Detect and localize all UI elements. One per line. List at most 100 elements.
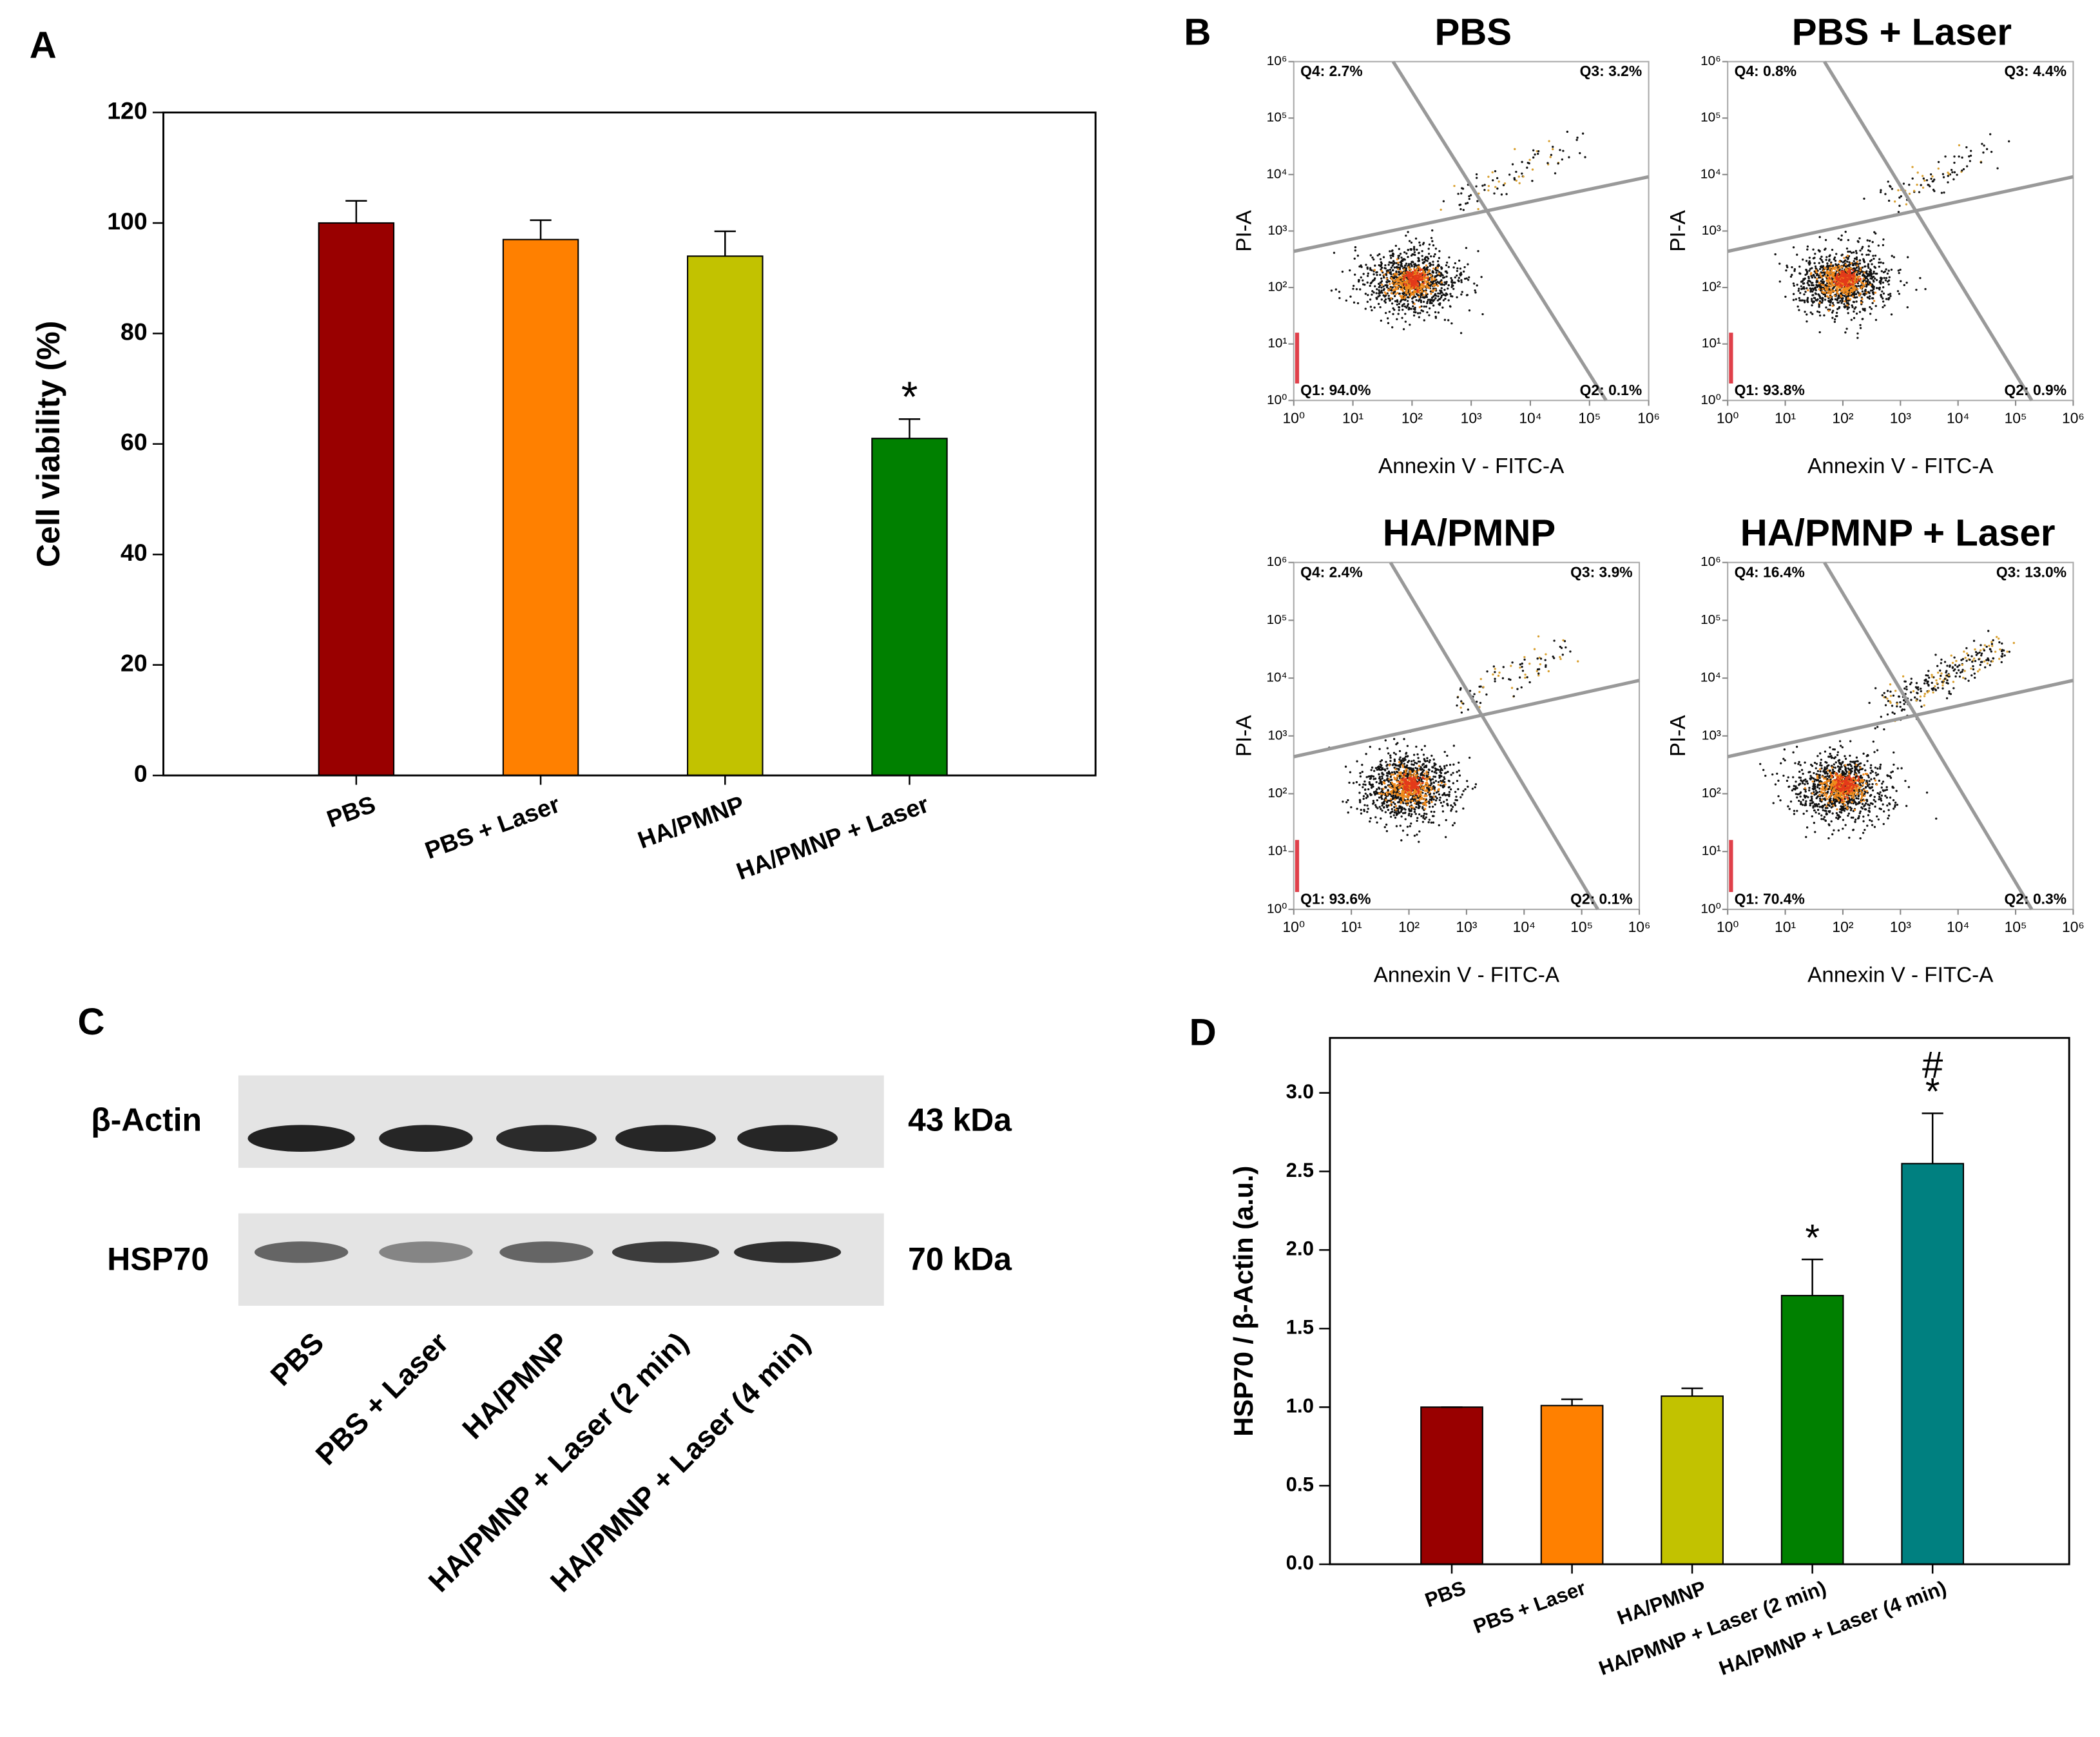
event-dot (1818, 314, 1822, 317)
x-tick-label: 10¹ (1775, 409, 1796, 426)
event-dot (1416, 819, 1418, 822)
event-dot (1406, 300, 1409, 302)
event-dot (1360, 276, 1362, 279)
event-dot (1898, 204, 1901, 208)
event-dot (1391, 764, 1394, 766)
event-dot (1409, 324, 1411, 326)
event-dot (1405, 289, 1408, 292)
event-dot (1431, 279, 1433, 282)
event-dot (1410, 760, 1413, 762)
event-dot (1887, 180, 1889, 183)
event-dot (1871, 820, 1873, 822)
event-dot (1419, 244, 1421, 247)
event-dot (1431, 766, 1434, 768)
event-dot (1425, 766, 1428, 768)
event-dot (1419, 275, 1422, 278)
event-dot (1391, 292, 1393, 295)
event-dot (1862, 277, 1865, 280)
y-tick-label: 60 (120, 429, 148, 456)
event-dot (1387, 264, 1390, 266)
event-dot (1458, 277, 1460, 279)
event-cloud (1774, 133, 2010, 339)
event-dot (1417, 757, 1420, 759)
event-dot (1858, 275, 1861, 278)
event-dot (1450, 804, 1452, 807)
event-dot (1416, 767, 1419, 770)
event-dot (1431, 754, 1433, 757)
event-dot (1330, 289, 1333, 292)
event-dot (1429, 759, 1431, 762)
event-dot (1380, 262, 1383, 265)
event-dot (1476, 200, 1479, 202)
event-dot (1868, 783, 1871, 786)
event-dot (1853, 761, 1855, 763)
event-dot (1456, 779, 1459, 782)
event-dot (1458, 770, 1460, 772)
event-dot (1416, 281, 1418, 284)
event-dot (1799, 291, 1802, 295)
event-dot (1404, 791, 1407, 794)
event-dot (1454, 791, 1457, 793)
event-dot (1854, 286, 1856, 289)
event-dot (1389, 754, 1392, 757)
event-dot (1412, 806, 1414, 809)
event-dot (1816, 755, 1819, 757)
event-dot (1398, 790, 1400, 793)
event-dot (1420, 766, 1422, 769)
event-dot (1334, 288, 1338, 291)
event-dot (1844, 275, 1847, 277)
event-dot (1407, 231, 1409, 233)
event-dot (1827, 804, 1830, 806)
event-dot (1409, 284, 1411, 287)
event-dot (1378, 748, 1381, 750)
event-dot (1855, 258, 1858, 261)
x-tick-label: 10¹ (1341, 918, 1362, 935)
event-dot (1453, 184, 1456, 188)
event-dot (1853, 257, 1856, 260)
event-dot (1847, 298, 1849, 300)
event-dot (1420, 780, 1423, 782)
event-dot (1844, 300, 1846, 303)
event-dot (1829, 263, 1833, 266)
x-axis-label: Annexin V - FITC-A (1378, 454, 1565, 478)
event-dot (1902, 182, 1905, 185)
event-dot (1809, 273, 1812, 276)
bar (687, 255, 764, 777)
event-dot (1836, 287, 1838, 290)
event-dot (1432, 798, 1435, 801)
event-dot (1879, 766, 1882, 768)
event-dot (1793, 269, 1796, 273)
event-dot (1434, 770, 1437, 772)
event-dot (1427, 801, 1431, 803)
event-dot (1380, 266, 1383, 269)
event-dot (1392, 289, 1394, 292)
event-dot (1837, 282, 1840, 284)
event-dot (1843, 264, 1845, 266)
event-dot (1867, 253, 1870, 256)
event-dot (1412, 284, 1414, 287)
event-dot (1838, 770, 1841, 773)
event-dot (1397, 264, 1400, 266)
event-dot (1829, 275, 1831, 278)
event-dot (1377, 767, 1380, 770)
event-dot (1397, 811, 1400, 813)
event-dot (1398, 271, 1400, 274)
plot-title: PBS + Laser (1792, 11, 2012, 53)
event-dot (1842, 297, 1844, 300)
event-dot (1824, 287, 1827, 291)
event-dot (1434, 799, 1438, 802)
event-dot (1416, 783, 1419, 786)
event-dot (1423, 286, 1425, 289)
event-dot (1409, 272, 1412, 275)
event-dot (1426, 784, 1429, 788)
event-dot (1821, 278, 1824, 281)
event-dot (1399, 261, 1402, 264)
event-dot (1415, 745, 1418, 748)
event-dot (1809, 311, 1812, 314)
event-dot (1816, 310, 1819, 313)
event-dot (1394, 280, 1396, 282)
event-dot (1827, 284, 1830, 286)
event-dot (1422, 300, 1425, 303)
gate-line (1823, 61, 2034, 402)
event-dot (1456, 267, 1459, 270)
